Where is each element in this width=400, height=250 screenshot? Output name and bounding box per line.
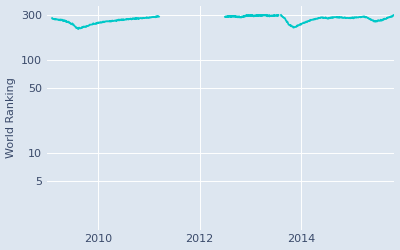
- Y-axis label: World Ranking: World Ranking: [6, 77, 16, 158]
